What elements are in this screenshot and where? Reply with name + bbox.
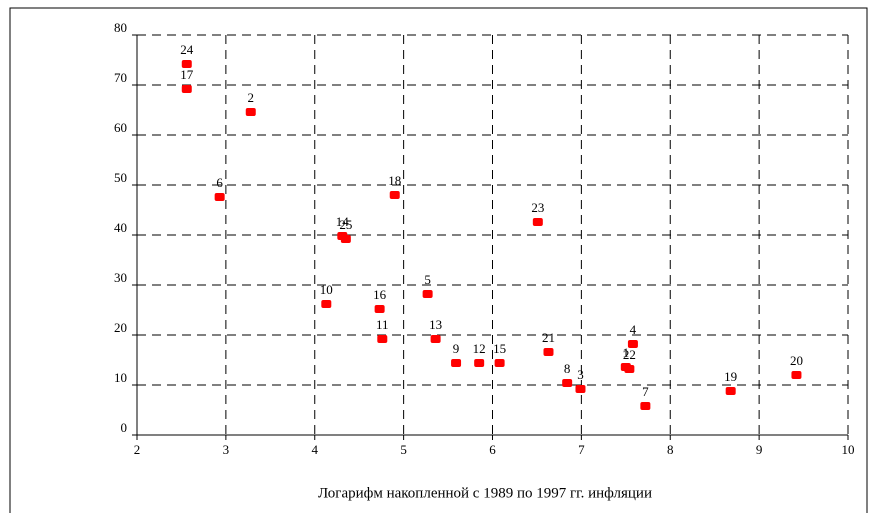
x-tick-label: 8 (667, 442, 674, 457)
x-tick-label: 10 (842, 442, 855, 457)
point-label: 23 (531, 200, 544, 215)
point-label: 15 (493, 341, 506, 356)
point (245, 108, 256, 116)
x-tick-label: 5 (400, 442, 407, 457)
point (474, 359, 485, 367)
x-axis-label: Логарифм накопленной с 1989 по 1997 гг. … (318, 485, 652, 501)
frame (9, 7, 868, 513)
point (494, 359, 505, 367)
point-label: 25 (339, 217, 352, 232)
y-tick-label: 50 (114, 170, 127, 185)
y-tick-label: 10 (114, 370, 127, 385)
x-tick-label: 3 (223, 442, 230, 457)
x-tick-label: 9 (756, 442, 763, 457)
point-label: 10 (320, 282, 333, 297)
y-tick-label: 0 (121, 420, 128, 435)
point-label: 7 (642, 384, 649, 399)
y-tick-label: 80 (114, 20, 127, 35)
point-label: 16 (373, 287, 387, 302)
point (451, 359, 462, 367)
point-label: 19 (724, 369, 737, 384)
point (627, 340, 638, 348)
point-label: 24 (180, 42, 194, 57)
point (321, 300, 332, 308)
point (543, 348, 554, 356)
x-tick-label: 4 (312, 442, 319, 457)
point (430, 335, 441, 343)
point-label: 12 (473, 341, 486, 356)
point-label: 20 (790, 353, 803, 368)
point (181, 60, 192, 68)
y-tick-label: 20 (114, 320, 127, 335)
point-label: 6 (216, 175, 223, 190)
point (791, 371, 802, 379)
point (377, 335, 388, 343)
point (389, 191, 400, 199)
point (725, 387, 736, 395)
point-label: 21 (542, 330, 555, 345)
point-label: 8 (564, 361, 571, 376)
y-tick-label: 70 (114, 70, 127, 85)
point-label: 9 (453, 341, 460, 356)
x-tick-label: 6 (489, 442, 496, 457)
point (532, 218, 543, 226)
point (374, 305, 385, 313)
point-label: 2 (248, 90, 255, 105)
point-label: 11 (376, 317, 389, 332)
point-label: 4 (630, 322, 637, 337)
point (562, 379, 573, 387)
point-label: 1 (623, 345, 630, 360)
point (640, 402, 651, 410)
point-label: 18 (388, 173, 401, 188)
point (575, 385, 586, 393)
y-tick-label: 30 (114, 270, 127, 285)
point-label: 22 (623, 347, 636, 362)
point-label: 14 (336, 214, 350, 229)
point (181, 85, 192, 93)
point (624, 365, 635, 373)
point-label: 3 (577, 367, 584, 382)
x-tick-label: 2 (134, 442, 141, 457)
point-label: 17 (180, 67, 194, 82)
y-tick-label: 60 (114, 120, 127, 135)
point-label: 5 (424, 272, 431, 287)
point-label: 13 (429, 317, 442, 332)
y-tick-label: 40 (114, 220, 127, 235)
point (340, 235, 351, 243)
point (214, 193, 225, 201)
point (422, 290, 433, 298)
x-tick-label: 7 (578, 442, 585, 457)
